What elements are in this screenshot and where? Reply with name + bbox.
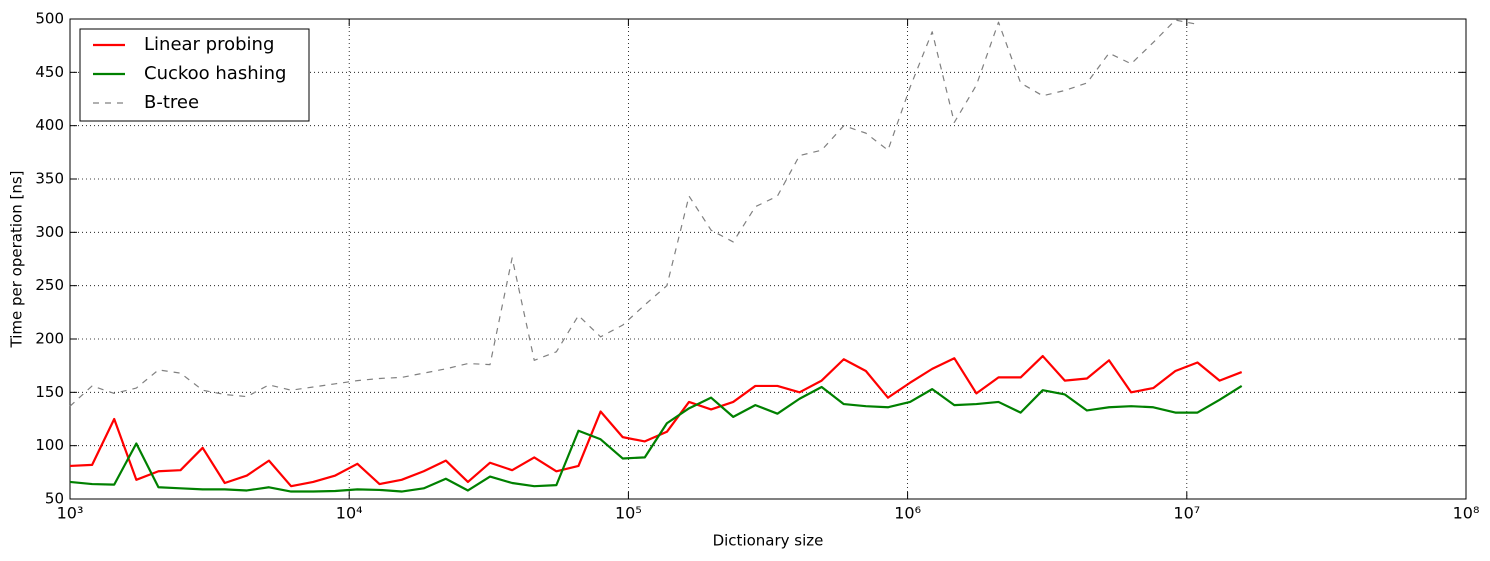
- y-tick-label: 450: [35, 63, 64, 81]
- y-tick-label: 400: [35, 116, 64, 134]
- series-line: [69, 354, 1243, 488]
- y-axis-label: Time per operation [ns]: [8, 171, 26, 349]
- legend-label: Cuckoo hashing: [144, 63, 286, 84]
- plot-frame: [69, 18, 1467, 500]
- legend-label: B-tree: [144, 92, 199, 113]
- x-tick-label: 10⁴: [336, 504, 363, 523]
- x-tick-label: 10⁶: [894, 504, 921, 523]
- y-tick-label: 100: [35, 436, 64, 454]
- y-tick-label: 150: [35, 383, 64, 401]
- y-tick-label: 500: [35, 10, 64, 28]
- x-tick-label: 10⁷: [1173, 504, 1200, 523]
- x-axis-label: Dictionary size: [713, 532, 824, 550]
- y-tick-label: 350: [35, 170, 64, 188]
- x-tick-label: 10⁵: [615, 504, 642, 523]
- x-tick-label: 10⁸: [1453, 504, 1480, 523]
- y-tick-label: 50: [45, 490, 64, 508]
- y-tick-label: 300: [35, 223, 64, 241]
- y-tick-label: 200: [35, 330, 64, 348]
- legend-label: Linear probing: [144, 34, 274, 55]
- y-tick-label: 250: [35, 276, 64, 294]
- legend: Linear probing Cuckoo hashing B-tree: [79, 28, 310, 122]
- x-tick-label: 10³: [57, 504, 84, 523]
- series-line: [69, 384, 1243, 493]
